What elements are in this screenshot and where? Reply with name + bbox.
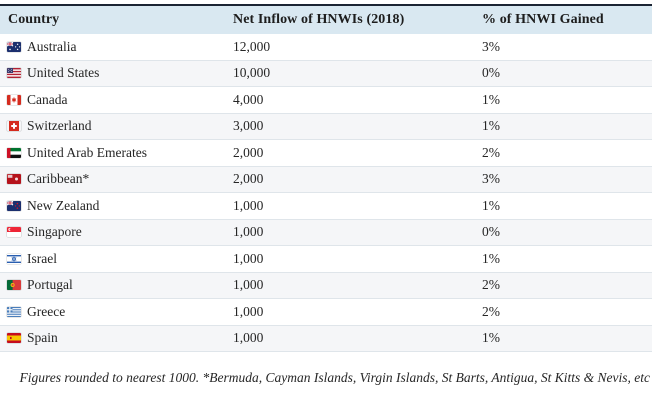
net-inflow-value: 10,000 xyxy=(233,65,271,81)
country-name: United States xyxy=(27,65,100,81)
uae-flag-icon xyxy=(7,147,21,158)
country-name: Canada xyxy=(27,91,68,107)
table-row: Greece 1,000 2% xyxy=(0,299,652,326)
pct-gained-value: 2% xyxy=(482,277,500,293)
net-inflow-value: 1,000 xyxy=(233,277,264,293)
country-name: Portugal xyxy=(27,277,73,293)
column-header-country: Country xyxy=(8,12,60,27)
pct-gained-value: 3% xyxy=(482,171,500,187)
table-row: New Zealand 1,000 1% xyxy=(0,193,652,220)
net-inflow-value: 4,000 xyxy=(233,91,264,107)
country-cell: Greece xyxy=(0,304,233,320)
country-cell: Portugal xyxy=(0,277,233,293)
net-inflow-value: 12,000 xyxy=(233,38,271,54)
caribbean-flag-icon xyxy=(7,174,21,185)
country-name: Switzerland xyxy=(27,118,92,134)
country-name: Spain xyxy=(27,330,58,346)
table-header-row: Country Net Inflow of HNWIs (2018) % of … xyxy=(0,4,652,34)
net-inflow-value: 2,000 xyxy=(233,171,264,187)
country-cell: Singapore xyxy=(0,224,233,240)
table-row: Caribbean* 2,000 3% xyxy=(0,166,652,193)
table-row: United Arab Emerates 2,000 2% xyxy=(0,140,652,167)
new-zealand-flag-icon xyxy=(7,200,21,211)
country-name: Greece xyxy=(27,303,66,319)
pct-gained-value: 0% xyxy=(482,65,500,81)
table-row: United States 10,000 0% xyxy=(0,60,652,87)
table-row: Israel 1,000 1% xyxy=(0,246,652,273)
canada-flag-icon xyxy=(7,94,21,105)
pct-gained-value: 0% xyxy=(482,224,500,240)
country-cell: Israel xyxy=(0,251,233,267)
country-name: United Arab Emerates xyxy=(27,144,147,160)
column-header-pct-gained: % of HNWI Gained xyxy=(482,12,604,27)
united-states-flag-icon xyxy=(7,68,21,79)
greece-flag-icon xyxy=(7,306,21,317)
pct-gained-value: 1% xyxy=(482,330,500,346)
net-inflow-value: 2,000 xyxy=(233,144,264,160)
pct-gained-value: 2% xyxy=(482,144,500,160)
country-name: Singapore xyxy=(27,224,82,240)
footnote: Figures rounded to nearest 1000. *Bermud… xyxy=(19,370,650,385)
switzerland-flag-icon xyxy=(7,121,21,132)
country-cell: Canada xyxy=(0,92,233,108)
singapore-flag-icon xyxy=(7,227,21,238)
spain-flag-icon xyxy=(7,333,21,344)
net-inflow-value: 1,000 xyxy=(233,330,264,346)
table-row: Portugal 1,000 2% xyxy=(0,272,652,299)
country-cell: Australia xyxy=(0,39,233,55)
table-row: Singapore 1,000 0% xyxy=(0,219,652,246)
country-cell: United Arab Emerates xyxy=(0,145,233,161)
net-inflow-value: 3,000 xyxy=(233,118,264,134)
net-inflow-value: 1,000 xyxy=(233,250,264,266)
portugal-flag-icon xyxy=(7,280,21,291)
pct-gained-value: 3% xyxy=(482,38,500,54)
pct-gained-value: 1% xyxy=(482,118,500,134)
australia-flag-icon xyxy=(7,41,21,52)
net-inflow-value: 1,000 xyxy=(233,303,264,319)
israel-flag-icon xyxy=(7,253,21,264)
country-name: Israel xyxy=(27,250,57,266)
net-inflow-value: 1,000 xyxy=(233,224,264,240)
country-cell: Spain xyxy=(0,330,233,346)
country-cell: New Zealand xyxy=(0,198,233,214)
table-row: Australia 12,000 3% xyxy=(0,34,652,61)
table-body: Australia 12,000 3% United States 10,000 0% Ca… xyxy=(0,34,652,352)
country-cell: United States xyxy=(0,65,233,81)
pct-gained-value: 1% xyxy=(482,250,500,266)
country-name: Caribbean* xyxy=(27,171,90,187)
pct-gained-value: 1% xyxy=(482,197,500,213)
hnwi-migration-table: Country Net Inflow of HNWIs (2018) % of … xyxy=(0,4,652,352)
net-inflow-value: 1,000 xyxy=(233,197,264,213)
country-cell: Caribbean* xyxy=(0,171,233,187)
table-row: Switzerland 3,000 1% xyxy=(0,113,652,140)
country-cell: Switzerland xyxy=(0,118,233,134)
column-header-net-inflow: Net Inflow of HNWIs (2018) xyxy=(233,12,405,27)
pct-gained-value: 2% xyxy=(482,303,500,319)
table-row: Spain 1,000 1% xyxy=(0,325,652,352)
country-name: New Zealand xyxy=(27,197,100,213)
pct-gained-value: 1% xyxy=(482,91,500,107)
table-row: Canada 4,000 1% xyxy=(0,87,652,114)
country-name: Australia xyxy=(27,38,77,54)
